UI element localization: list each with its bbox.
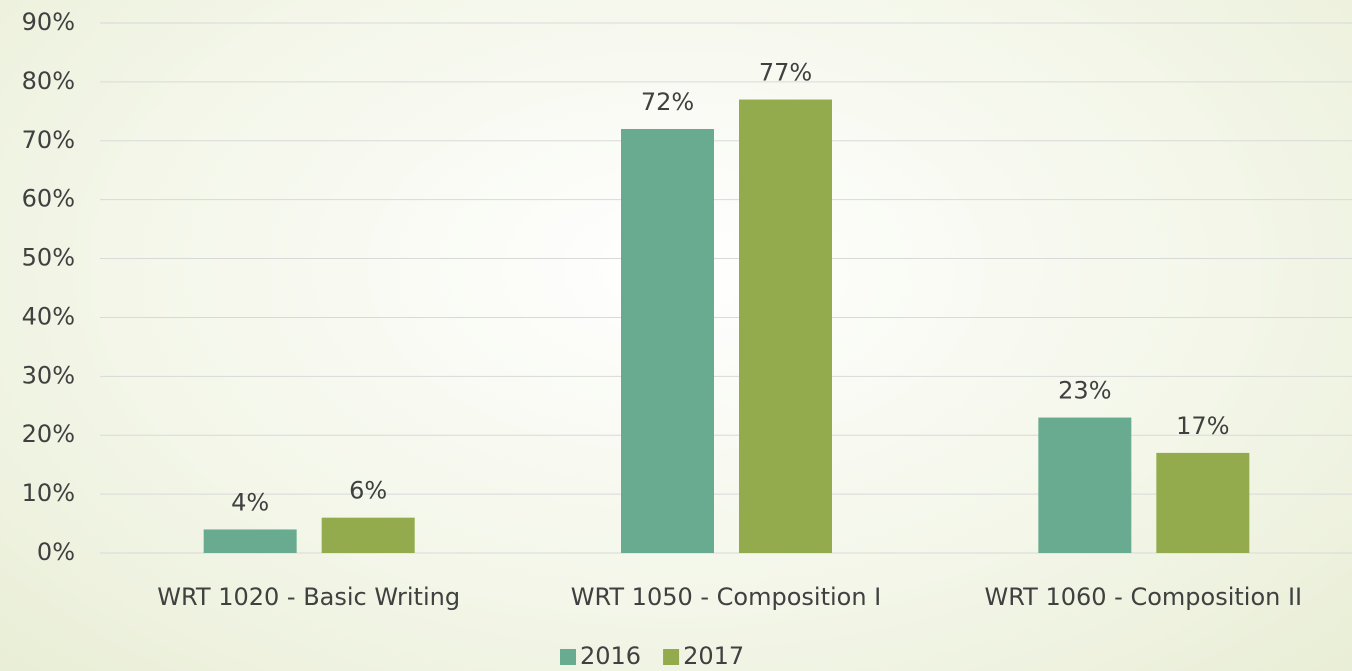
data-label: 77% xyxy=(759,59,812,87)
data-label: 17% xyxy=(1176,412,1229,440)
y-tick-label: 0% xyxy=(37,538,75,566)
data-label: 4% xyxy=(231,488,269,516)
bar xyxy=(621,129,714,553)
bar xyxy=(321,517,415,553)
x-tick-label: WRT 1060 - Composition II xyxy=(985,583,1303,611)
legend-label: 2017 xyxy=(683,642,744,670)
legend-label: 2016 xyxy=(580,642,641,670)
y-tick-label: 80% xyxy=(22,67,75,95)
data-label: 23% xyxy=(1058,377,1111,405)
y-tick-label: 50% xyxy=(22,244,75,272)
bar xyxy=(203,529,297,553)
y-tick-label: 40% xyxy=(22,302,75,330)
y-tick-label: 60% xyxy=(22,185,75,213)
legend-swatch xyxy=(560,649,576,665)
y-tick-label: 10% xyxy=(22,479,75,507)
bar xyxy=(1156,452,1250,553)
y-tick-label: 70% xyxy=(22,126,75,154)
bar xyxy=(1038,417,1132,553)
y-tick-label: 20% xyxy=(22,420,75,448)
bar xyxy=(739,99,832,554)
data-label: 72% xyxy=(641,88,694,116)
x-tick-label: WRT 1050 - Composition I xyxy=(571,583,882,611)
y-tick-label: 90% xyxy=(22,8,75,36)
data-label: 6% xyxy=(349,477,387,505)
y-tick-label: 30% xyxy=(22,361,75,389)
legend-swatch xyxy=(663,649,680,665)
x-tick-label: WRT 1020 - Basic Writing xyxy=(157,583,460,611)
